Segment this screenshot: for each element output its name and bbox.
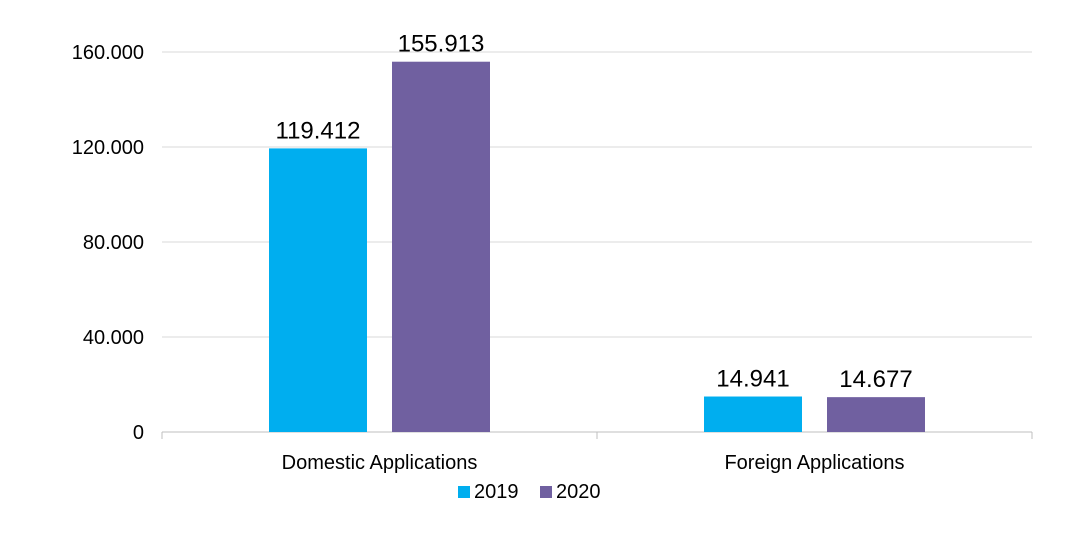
x-category-label: Domestic Applications <box>282 452 478 474</box>
y-tick-label: 120.000 <box>72 137 144 159</box>
legend-label: 2019 <box>474 481 519 503</box>
data-label: 155.913 <box>398 31 485 58</box>
legend: 2019 2020 <box>458 481 601 503</box>
bars <box>269 61 925 433</box>
bar-2019-1 <box>704 396 802 432</box>
y-tick-label: 160.000 <box>72 42 144 64</box>
data-label: 14.941 <box>716 366 789 393</box>
bar-2020-0 <box>392 61 490 432</box>
legend-swatch <box>540 486 552 498</box>
bar-2019-0 <box>269 148 367 433</box>
legend-swatch <box>458 486 470 498</box>
data-labels: 119.412 14.941 155.913 14.677 <box>276 31 913 393</box>
y-tick-label: 0 <box>133 422 144 444</box>
y-tick-label: 80.000 <box>83 232 144 254</box>
legend-label: 2020 <box>556 481 601 503</box>
y-tick-label: 40.000 <box>83 327 144 349</box>
data-label: 14.677 <box>839 366 912 393</box>
x-category-label: Foreign Applications <box>724 452 904 474</box>
data-label: 119.412 <box>276 117 361 144</box>
bar-2020-1 <box>827 397 925 432</box>
